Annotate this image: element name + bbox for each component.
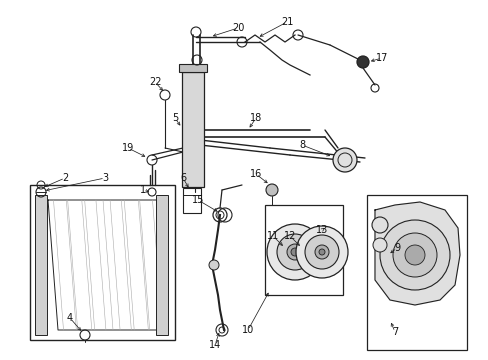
Circle shape — [208, 260, 219, 270]
Text: 14: 14 — [208, 340, 221, 350]
Text: 20: 20 — [231, 23, 244, 33]
Circle shape — [392, 233, 436, 277]
Text: 17: 17 — [375, 53, 387, 63]
Text: 2: 2 — [62, 173, 68, 183]
Text: 18: 18 — [249, 113, 262, 123]
Text: 7: 7 — [391, 327, 397, 337]
Bar — [366, 195, 466, 350]
Circle shape — [332, 148, 356, 172]
Text: 9: 9 — [393, 243, 399, 253]
Circle shape — [266, 224, 323, 280]
Text: 4: 4 — [67, 313, 73, 323]
Bar — [179, 64, 206, 72]
Bar — [30, 185, 175, 340]
Text: 6: 6 — [180, 173, 185, 183]
Circle shape — [404, 245, 424, 265]
Text: 10: 10 — [242, 325, 254, 335]
Text: 11: 11 — [266, 231, 279, 241]
Text: 15: 15 — [191, 195, 204, 205]
Polygon shape — [374, 202, 459, 305]
Text: 1: 1 — [140, 185, 146, 195]
Text: 19: 19 — [122, 143, 134, 153]
Circle shape — [295, 226, 347, 278]
Circle shape — [286, 244, 303, 260]
Bar — [35, 195, 47, 335]
Circle shape — [318, 249, 325, 255]
Text: 3: 3 — [102, 173, 108, 183]
Circle shape — [379, 220, 449, 290]
Circle shape — [314, 245, 328, 259]
Text: 8: 8 — [298, 140, 305, 150]
Text: 5: 5 — [171, 113, 178, 123]
Bar — [264, 205, 342, 295]
Circle shape — [276, 234, 312, 270]
Bar — [182, 72, 203, 187]
Circle shape — [290, 248, 298, 256]
Text: 22: 22 — [148, 77, 161, 87]
Bar — [183, 188, 201, 213]
Circle shape — [371, 217, 387, 233]
Text: 16: 16 — [249, 169, 262, 179]
Circle shape — [356, 56, 368, 68]
Circle shape — [372, 238, 386, 252]
Text: 21: 21 — [280, 17, 293, 27]
Circle shape — [265, 184, 278, 196]
Bar — [156, 195, 168, 335]
Text: 12: 12 — [283, 231, 296, 241]
Text: 13: 13 — [315, 225, 327, 235]
Circle shape — [305, 235, 338, 269]
